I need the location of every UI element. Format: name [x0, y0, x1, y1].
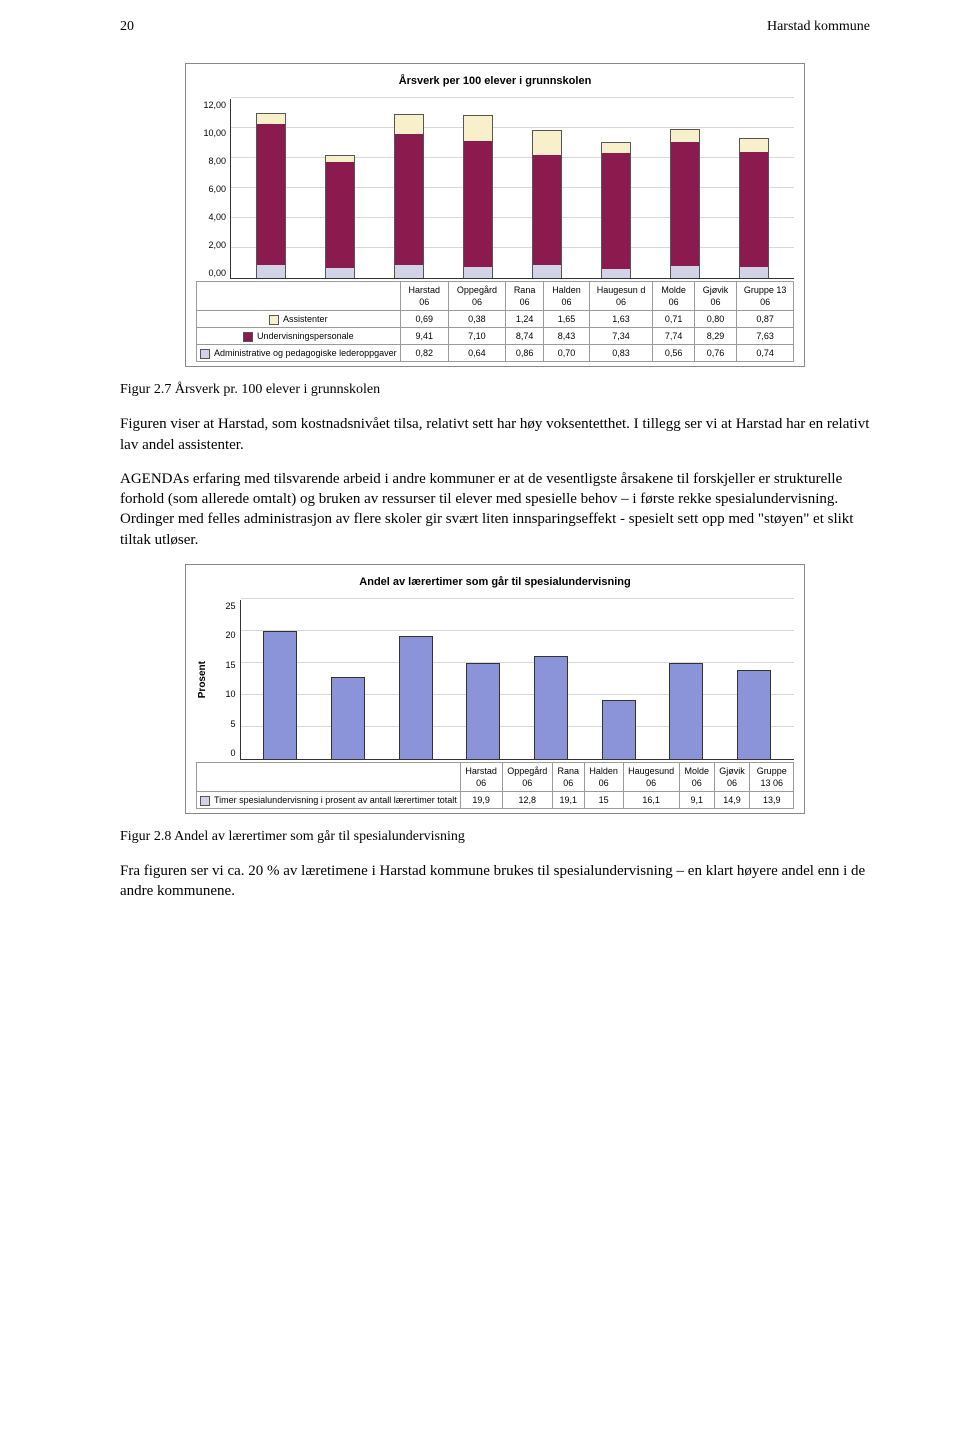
chart2-y-label: Prosent — [196, 661, 210, 698]
page-title-right: Harstad kommune — [767, 18, 870, 37]
chart1-data-table: Harstad 06Oppegård 06Rana 06Halden 06Hau… — [196, 281, 794, 363]
chart2-title: Andel av lærertimer som går til spesialu… — [196, 575, 794, 590]
chart-arsverk: Årsverk per 100 elever i grunnskolen 12,… — [185, 63, 805, 368]
chart1-y-axis: 12,0010,008,006,004,002,000,00 — [196, 99, 230, 279]
chart1-title: Årsverk per 100 elever i grunnskolen — [196, 74, 794, 89]
paragraph-2: AGENDAs erfaring med tilsvarende arbeid … — [120, 469, 870, 550]
chart2-plot — [240, 600, 795, 760]
figure-caption-2-7: Figur 2.7 Årsverk pr. 100 elever i grunn… — [120, 381, 870, 400]
paragraph-3: Fra figuren ser vi ca. 20 % av læretimen… — [120, 861, 870, 902]
chart1-plot — [230, 99, 794, 279]
figure-caption-2-8: Figur 2.8 Andel av lærertimer som går ti… — [120, 828, 870, 847]
chart-spesialundervisning: Andel av lærertimer som går til spesialu… — [185, 564, 805, 814]
paragraph-1: Figuren viser at Harstad, som kostnadsni… — [120, 414, 870, 455]
page-header: 20 Harstad kommune — [120, 18, 870, 37]
page-number: 20 — [120, 18, 134, 37]
chart2-data-table: Harstad 06Oppegård 06Rana 06Halden 06Hau… — [196, 762, 794, 809]
chart2-y-axis: 2520151050 — [212, 600, 240, 760]
